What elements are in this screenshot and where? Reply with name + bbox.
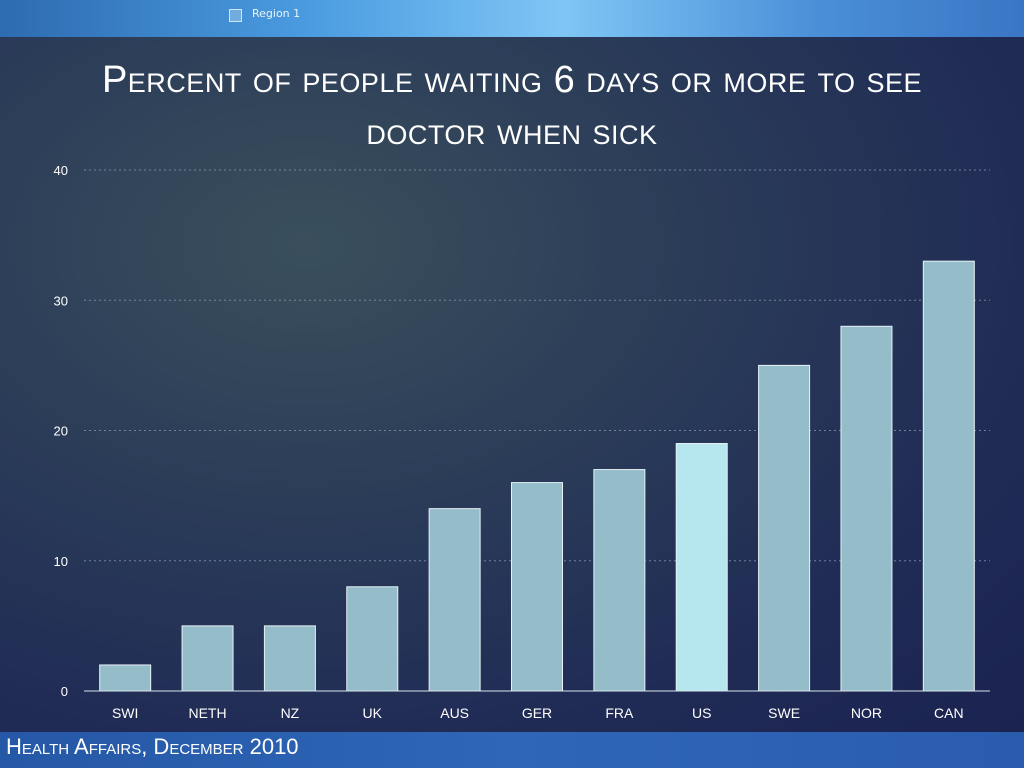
y-tick-label: 20 bbox=[54, 424, 68, 439]
y-axis-ticks: 0 10 20 30 40 bbox=[54, 163, 68, 699]
x-label-aus: AUS bbox=[440, 705, 469, 721]
x-label-swi: SWI bbox=[112, 705, 138, 721]
y-tick-label: 40 bbox=[54, 163, 68, 178]
x-label-us: US bbox=[692, 705, 711, 721]
bottom-band bbox=[0, 732, 1024, 768]
source-caption: Health Affairs, December 2010 bbox=[6, 734, 299, 759]
bar-can bbox=[922, 260, 975, 692]
bar-swe bbox=[758, 364, 811, 692]
region-checkbox[interactable] bbox=[229, 9, 242, 22]
x-label-neth: NETH bbox=[188, 705, 226, 721]
x-label-can: CAN bbox=[934, 705, 964, 721]
region-label: Region 1 bbox=[252, 7, 301, 20]
x-axis-labels: SWI NETH NZ UK AUS GER FRA US SWE NOR CAN bbox=[112, 705, 964, 721]
chart-title: Percent of people waiting 6 days or more… bbox=[101, 59, 923, 153]
bar-ger bbox=[511, 482, 563, 692]
x-label-uk: UK bbox=[363, 705, 383, 721]
bar-fra bbox=[593, 469, 646, 692]
bar-aus bbox=[428, 508, 481, 692]
bar-neth bbox=[181, 625, 234, 692]
bar-nor bbox=[840, 325, 893, 692]
y-tick-label: 30 bbox=[54, 293, 68, 308]
gridlines bbox=[84, 169, 990, 562]
bar-nz bbox=[263, 625, 316, 692]
y-tick-label: 0 bbox=[61, 684, 68, 699]
x-label-ger: GER bbox=[522, 705, 552, 721]
x-label-nz: NZ bbox=[281, 705, 300, 721]
top-band bbox=[0, 0, 1024, 37]
bar-swi bbox=[99, 664, 152, 692]
bar-uk bbox=[346, 586, 399, 692]
x-label-swe: SWE bbox=[768, 705, 800, 721]
y-tick-label: 10 bbox=[54, 554, 68, 569]
bar-us bbox=[675, 443, 728, 692]
bars bbox=[99, 260, 975, 692]
x-label-fra: FRA bbox=[605, 705, 634, 721]
x-label-nor: NOR bbox=[851, 705, 882, 721]
